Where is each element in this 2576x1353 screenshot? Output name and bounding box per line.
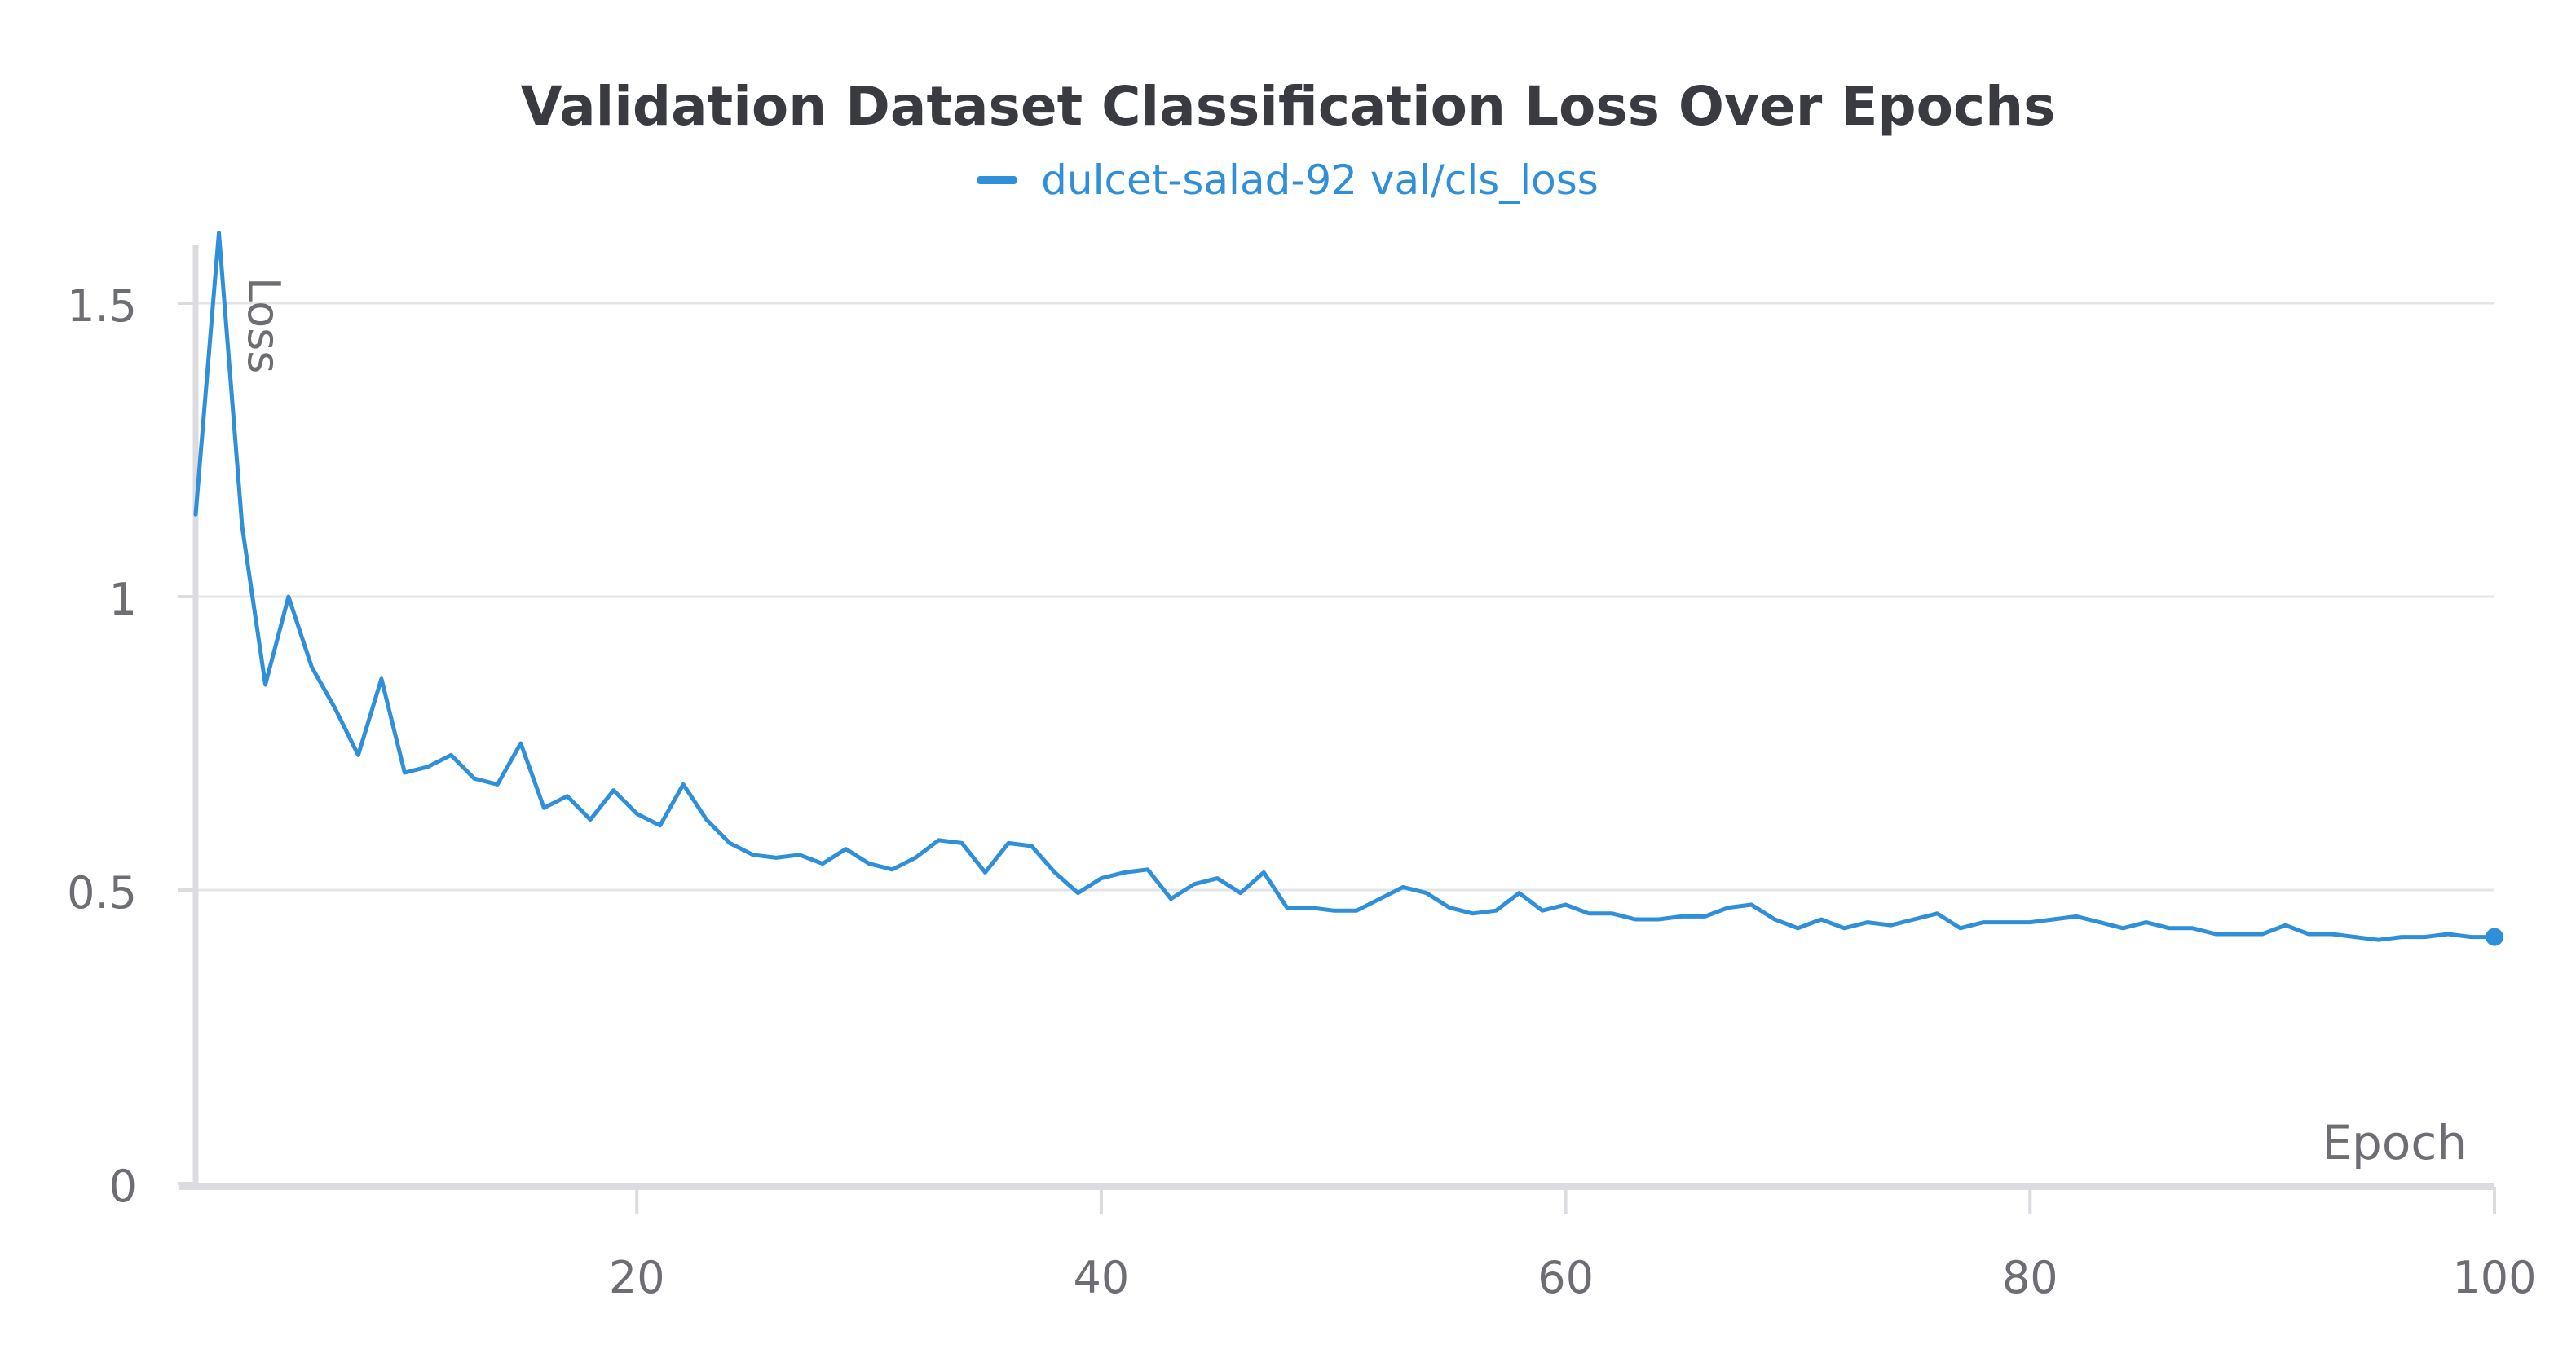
axis-layer <box>178 245 2496 1214</box>
x-tick-label: 40 <box>1074 1252 1130 1303</box>
y-tick-label: 1 <box>109 574 137 625</box>
grid-layer <box>196 302 2494 892</box>
y-tick-label: 0 <box>109 1161 137 1212</box>
y-tick-label: 1.5 <box>67 280 137 332</box>
series-end-point <box>2486 928 2503 946</box>
tick-label-layer: 0 0.5 1 1.5 20 40 60 80 100 <box>67 280 2536 1303</box>
x-tick-label: 100 <box>2452 1252 2536 1303</box>
legend-swatch <box>977 176 1017 184</box>
y-axis-label: Loss <box>238 277 289 373</box>
legend[interactable]: dulcet-salad-92 val/cls_loss <box>0 156 2576 204</box>
legend-label: dulcet-salad-92 val/cls_loss <box>1041 156 1599 204</box>
series-line <box>193 231 2497 942</box>
series-layer <box>193 231 2503 946</box>
chart-title: Validation Dataset Classification Loss O… <box>520 75 2056 138</box>
y-tick-label: 0.5 <box>67 867 137 919</box>
x-tick-label: 20 <box>609 1252 665 1303</box>
x-tick-label: 60 <box>1537 1252 1594 1303</box>
x-tick-label: 80 <box>2002 1252 2058 1303</box>
x-axis-label: Epoch <box>2322 1115 2467 1170</box>
